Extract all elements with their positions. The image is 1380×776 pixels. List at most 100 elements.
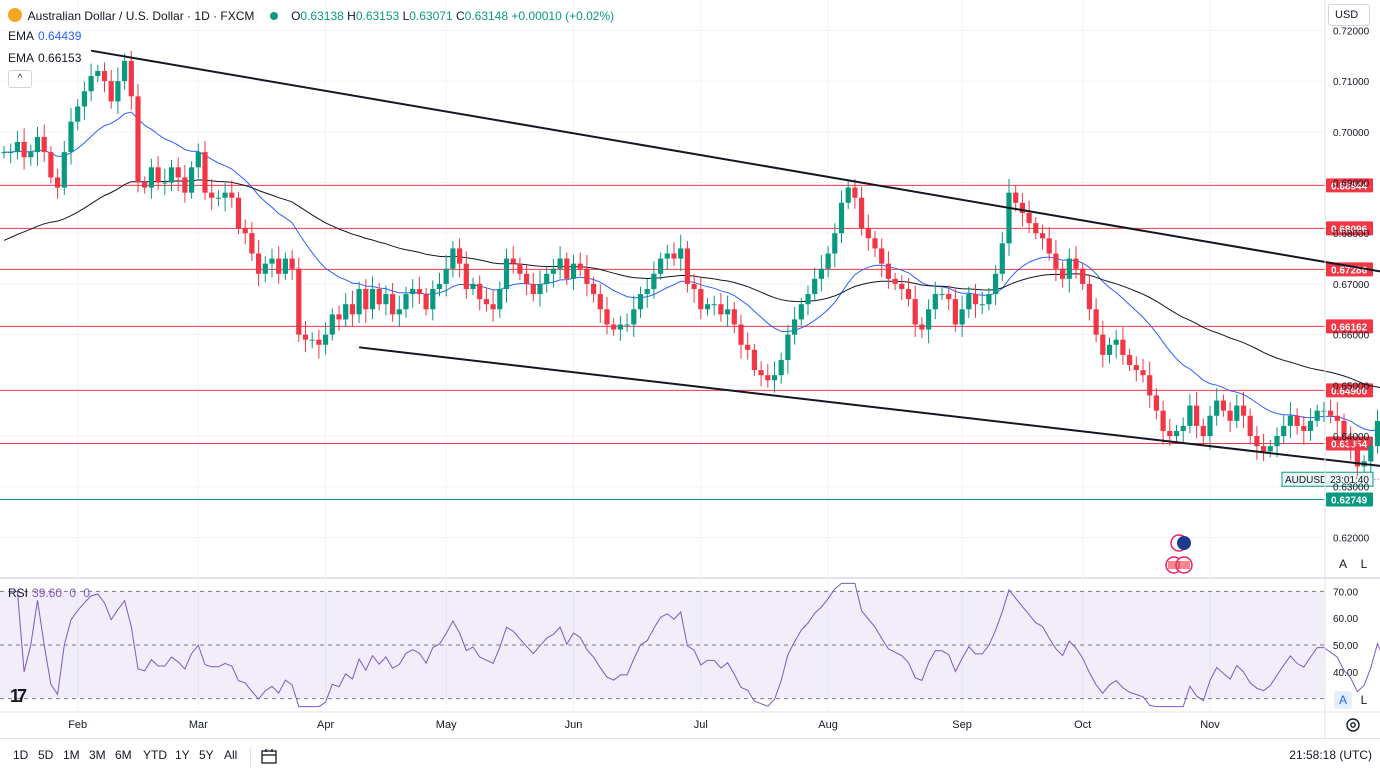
candle-bear (349, 304, 355, 315)
range-1d-button[interactable]: 1D (13, 748, 29, 762)
candle-bull (329, 314, 335, 335)
calendar-goto-icon[interactable] (260, 747, 278, 765)
close-value: 0.63148 (464, 9, 509, 23)
rsi-legend[interactable]: RSI 39.60 0 0 (8, 586, 91, 600)
candle-bull (771, 375, 778, 381)
candle-bear (1086, 283, 1092, 310)
candle-bear (892, 278, 898, 284)
price-chart[interactable]: 0.689440.680960.672860.661620.649000.638… (0, 0, 1380, 738)
economic-event-flags[interactable] (1165, 534, 1193, 574)
level-price-tag (1326, 383, 1373, 398)
candle-bull (34, 136, 41, 153)
candle-bear (718, 304, 724, 315)
candle-bear (765, 375, 771, 381)
candle-bear (229, 192, 235, 198)
candle-bull (550, 268, 556, 274)
candle-bear (872, 238, 878, 249)
time-tick-label: Apr (317, 719, 334, 731)
candle-bull (1180, 425, 1186, 431)
range-3m-button[interactable]: 3M (89, 748, 106, 762)
upper-channel-trendline (90, 49, 1380, 273)
range-ytd-button[interactable]: YTD (143, 748, 167, 762)
candle-bear (698, 289, 704, 310)
candle-bull (725, 309, 731, 315)
candle-bear (202, 152, 208, 193)
range-1y-button[interactable]: 1Y (175, 748, 190, 762)
aud-flag-icon[interactable] (1177, 536, 1191, 550)
candle-bull (1066, 258, 1072, 279)
candle-bull (798, 304, 804, 320)
candle-bear (1019, 202, 1025, 213)
candle-bear (1341, 420, 1347, 437)
candle-bull (1106, 344, 1113, 355)
auto-scale-button[interactable]: A (1338, 557, 1347, 571)
price-tick-label: 0.68000 (1333, 229, 1370, 240)
rsi-tick-label: 50.00 (1333, 641, 1358, 652)
candle-bear (952, 299, 958, 325)
time-tick-label: Nov (1200, 719, 1220, 731)
range-5d-button[interactable]: 5D (38, 748, 54, 762)
candle-bull (651, 273, 657, 289)
time-tick-label: Sep (952, 719, 972, 731)
candle-bull (1274, 436, 1280, 447)
ema-legend-fast[interactable]: EMA 0.64439 (8, 29, 82, 43)
candle-bull (343, 304, 349, 320)
price-tick-label: 0.62000 (1333, 533, 1370, 544)
candle-bull (269, 258, 275, 264)
trendlines[interactable] (90, 49, 1380, 495)
candle-bull (631, 309, 637, 325)
tradingview-logo-icon[interactable]: 17 (10, 686, 27, 706)
candle-bull (1173, 430, 1180, 437)
candle-bear (597, 294, 603, 310)
range-5y-button[interactable]: 5Y (199, 748, 214, 762)
usd-flag-stripes (1178, 561, 1190, 569)
candle-bear (376, 289, 382, 305)
candle-bear (463, 263, 469, 289)
candle-bear (1167, 430, 1173, 437)
candle-bear (1013, 192, 1019, 203)
candle-bear (1348, 436, 1354, 447)
symbol-title[interactable]: Australian Dollar / U.S. Dollar · 1D · F… (27, 9, 255, 23)
utc-clock[interactable]: 21:58:18 (UTC) (1289, 748, 1372, 762)
range-6m-button[interactable]: 6M (115, 748, 132, 762)
candle-bear (905, 289, 912, 300)
time-tick-label: Jun (565, 719, 583, 731)
market-status-icon (269, 12, 278, 20)
rsi-log-scale-button[interactable]: L (1360, 693, 1368, 707)
candle-bear (1026, 212, 1032, 224)
rsi-auto-scale-button[interactable]: A (1334, 691, 1352, 709)
time-axis[interactable]: Feb Mar Apr May Jun Jul Aug Sep Oct Nov (68, 719, 1220, 731)
log-scale-button[interactable]: L (1360, 557, 1368, 571)
candle-bear (249, 233, 255, 254)
candle-bull (8, 152, 14, 154)
candle-bear (490, 304, 496, 310)
candle-bear (751, 349, 757, 371)
range-1m-button[interactable]: 1M (63, 748, 80, 762)
candle-bull (28, 152, 34, 158)
candle-bear (738, 324, 744, 345)
candle-bull (617, 324, 623, 330)
candle-bull (122, 60, 128, 82)
candle-bull (470, 283, 476, 289)
range-all-button[interactable]: All (224, 748, 238, 762)
candle-bear (128, 60, 134, 97)
price-axis[interactable]: 0.72000 0.71000 0.70000 0.69000 0.68000 0.670… (1324, 0, 1370, 738)
time-tick-label: Feb (68, 719, 87, 731)
candle-bear (296, 268, 302, 335)
candle-bear (1100, 334, 1106, 355)
settings-gear-icon[interactable] (1344, 716, 1362, 734)
rsi-tick-label: 40.00 (1333, 668, 1358, 679)
open-value: 0.63138 (300, 9, 344, 23)
currency-selector[interactable]: USD (1328, 4, 1370, 26)
ema-fast-value: 0.64439 (38, 29, 82, 43)
ema-slow-value: 0.66153 (38, 51, 82, 65)
candle-bear (1060, 268, 1066, 279)
ema-legend-slow[interactable]: EMA 0.66153 (8, 51, 82, 65)
collapse-legend-button[interactable]: ^ (8, 70, 32, 88)
candle-bear (48, 152, 54, 178)
candle-bull (1207, 415, 1213, 437)
candle-bull (443, 268, 449, 284)
candle-bull (115, 81, 121, 102)
candle-bear (885, 263, 891, 279)
support-resistance-levels: 0.689440.680960.672860.661620.649000.638… (0, 178, 1380, 507)
